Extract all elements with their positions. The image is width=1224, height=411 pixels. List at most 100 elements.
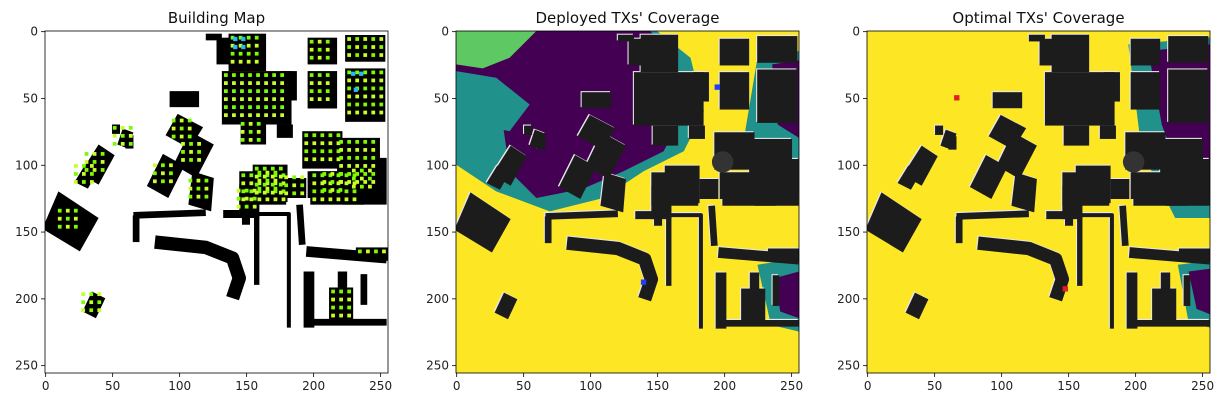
- coverage-dot: [65, 216, 70, 221]
- coverage-dot: [330, 180, 335, 184]
- coverage-dot: [347, 70, 352, 75]
- coverage-dot: [65, 224, 70, 229]
- coverage-dot: [304, 141, 309, 146]
- coverage-dot: [280, 105, 285, 110]
- coverage-dot: [230, 43, 235, 48]
- building-poly-8: [188, 171, 214, 212]
- coverage-dot: [256, 81, 260, 85]
- building-10: [688, 125, 705, 139]
- y-tick-label: 100: [837, 158, 860, 172]
- coverage-dot: [355, 180, 360, 184]
- coverage-dot: [320, 157, 325, 162]
- coverage-dot: [363, 70, 368, 75]
- coverage-dot: [347, 297, 352, 302]
- x-tick-label: 200: [302, 379, 325, 393]
- coverage-dot: [272, 89, 276, 93]
- coverage-dot: [241, 197, 246, 202]
- coverage-dot: [325, 89, 330, 93]
- coverage-dot: [272, 97, 276, 102]
- building-poly-5: [82, 291, 106, 319]
- building-poly-13: [754, 158, 799, 206]
- coverage-dot: [363, 180, 368, 184]
- coverage-dot: [371, 172, 376, 176]
- building-poly-10: [1075, 165, 1111, 204]
- coverage-dot: [270, 166, 275, 171]
- coverage-dot: [312, 181, 317, 186]
- coverage-dot: [188, 186, 193, 191]
- coverage-dot: [320, 141, 325, 146]
- coverage-dot: [262, 174, 267, 179]
- coverage-dot: [312, 189, 317, 194]
- coverage-dot: [320, 181, 325, 186]
- coverage-dot: [320, 133, 325, 138]
- building-8: [1168, 69, 1209, 123]
- coverage-dot: [347, 289, 352, 294]
- coverage-dot: [371, 86, 376, 91]
- coverage-dot: [281, 197, 286, 202]
- coverage-dot: [265, 197, 270, 202]
- coverage-dot: [325, 47, 330, 52]
- coverage-dot: [90, 164, 94, 168]
- coverage-dot: [171, 126, 176, 131]
- coverage-dot: [352, 197, 357, 202]
- coverage-dot: [284, 191, 289, 196]
- coverage-dot: [278, 166, 283, 171]
- coverage-dot: [300, 191, 305, 196]
- coverage-dot: [328, 133, 333, 138]
- coverage-dot: [328, 197, 333, 202]
- coverage-dot: [204, 186, 209, 191]
- coverage-dot: [120, 134, 125, 138]
- coverage-dot: [371, 148, 376, 152]
- coverage-dot: [281, 181, 286, 186]
- coverage-dot: [73, 180, 78, 184]
- coverage-dot: [292, 175, 297, 180]
- coverage-dot: [81, 164, 86, 168]
- coverage-dot: [309, 97, 314, 102]
- building-poly-7: [969, 154, 1008, 200]
- coverage-dot: [379, 53, 384, 57]
- coverage-dot: [254, 190, 259, 195]
- coverage-dot: [339, 289, 343, 294]
- coverage-dot: [328, 181, 333, 186]
- blue-cell: [359, 71, 364, 76]
- coverage-dot: [81, 180, 86, 184]
- coverage-dot: [355, 148, 360, 152]
- y-tick-label: 200: [15, 292, 38, 306]
- coverage-dot: [344, 189, 349, 194]
- coverage-dot: [339, 148, 343, 152]
- coverage-dot: [347, 140, 352, 144]
- coverage-dot: [256, 89, 260, 93]
- building-19: [1211, 273, 1216, 313]
- coverage-dot: [92, 160, 97, 164]
- building-strip-2: [977, 236, 1070, 302]
- coverage-dot: [371, 180, 376, 184]
- plot-area: [456, 31, 799, 373]
- coverage-dot: [371, 110, 376, 115]
- coverage-dot: [249, 189, 254, 194]
- building-strip-3: [635, 211, 663, 226]
- building-poly-14: [652, 125, 679, 146]
- blue-cell: [233, 36, 238, 42]
- coverage-dot: [112, 134, 117, 138]
- coverage-dot: [252, 188, 257, 193]
- coverage-dot: [363, 140, 368, 144]
- coverage-dot: [278, 174, 283, 179]
- coverage-dot: [371, 37, 376, 41]
- coverage-dot: [339, 305, 343, 310]
- building-poly-7: [558, 154, 597, 200]
- coverage-dot: [92, 168, 97, 172]
- coverage-dot: [97, 300, 102, 305]
- building-19: [1210, 271, 1215, 311]
- building-7: [719, 72, 750, 110]
- building-1: [617, 34, 634, 42]
- coverage-dot: [338, 180, 343, 184]
- coverage-dot: [328, 189, 333, 194]
- coverage-dot: [204, 178, 209, 183]
- coverage-dot: [254, 174, 259, 179]
- coverage-dot: [57, 224, 62, 229]
- panel-3: Optimal TXs' Coverage 0 50 100 150 200 250 0 50 1…: [837, 9, 1216, 393]
- coverage-dot: [265, 189, 270, 194]
- coverage-dot: [171, 134, 176, 139]
- building-strip-5: [670, 213, 703, 329]
- coverage-dot: [256, 105, 260, 110]
